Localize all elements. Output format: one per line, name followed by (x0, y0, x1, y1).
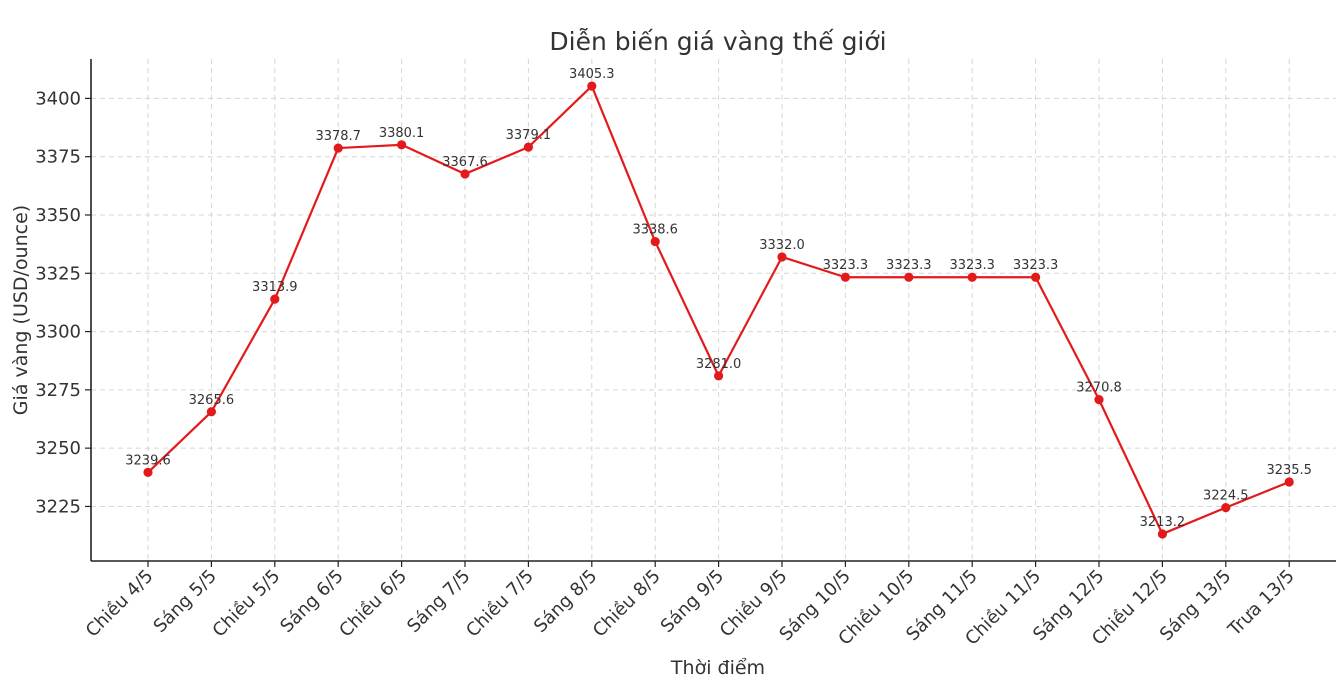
grid (91, 59, 1336, 561)
data-point (270, 294, 280, 304)
data-point (1094, 395, 1104, 405)
data-label: 3405.3 (569, 67, 615, 82)
data-point (714, 371, 724, 381)
data-label: 3379.1 (506, 128, 552, 143)
data-label: 3323.3 (886, 258, 932, 273)
y-tick-label: 3325 (35, 263, 81, 284)
data-label: 3378.7 (315, 129, 361, 144)
data-label: 3332.0 (759, 238, 805, 253)
y-tick-label: 3250 (35, 438, 81, 459)
data-label: 3313.9 (252, 280, 298, 295)
data-point (967, 272, 977, 282)
data-point (143, 467, 153, 477)
data-point (206, 407, 216, 417)
data-point (397, 140, 407, 150)
data-point (1157, 529, 1167, 539)
chart-title: Diễn biến giá vàng thế giới (549, 27, 886, 56)
x-axis-label: Thời điểm (670, 657, 765, 679)
data-point (460, 169, 470, 179)
data-label: 3338.6 (632, 223, 678, 238)
y-tick-label: 3375 (35, 147, 81, 168)
y-tick-label: 3275 (35, 380, 81, 401)
series (143, 81, 1294, 539)
data-point (904, 272, 914, 282)
data-point (523, 142, 534, 152)
data-label: 3323.3 (1013, 258, 1059, 273)
data-label: 3235.5 (1266, 463, 1312, 478)
data-label: 3281.0 (696, 357, 742, 372)
x-tick-label: Chiều 7/5 (462, 566, 538, 642)
x-tick-label: Chiều 4/5 (82, 566, 158, 642)
data-point (650, 236, 660, 247)
y-tick-label: 3350 (35, 205, 81, 226)
data-point (840, 272, 851, 282)
data-point (1031, 272, 1041, 282)
data-point (1221, 503, 1231, 513)
data-point (777, 252, 787, 262)
y-tick-label: 3225 (35, 496, 81, 517)
data-label: 3265.6 (189, 393, 235, 408)
y-axis-label: Giá vàng (USD/ounce) (10, 205, 32, 415)
data-labels: 3239.6 3265.6 3313.9 3378.7 3380.1 3367.6 3379… (125, 67, 1312, 530)
y-tick-label: 3300 (35, 322, 81, 343)
data-point (1284, 477, 1294, 487)
data-label: 3224.5 (1203, 489, 1249, 504)
data-label: 3270.8 (1076, 381, 1122, 396)
x-tick-label: Chiều 8/5 (589, 566, 665, 642)
data-label: 3367.6 (442, 155, 488, 170)
data-label: 3239.6 (125, 453, 171, 468)
data-label: 3380.1 (379, 126, 425, 141)
data-point (587, 81, 597, 91)
y-ticks: 3225 3250 3275 3300 3325 3350 3375 3400 (35, 88, 91, 517)
y-tick-label: 3400 (35, 88, 81, 109)
x-tick-label: Chiều 6/5 (335, 566, 411, 642)
x-tick-label: Chiều 5/5 (209, 566, 285, 642)
data-label: 3213.2 (1140, 515, 1186, 530)
data-point (333, 143, 343, 153)
axes (90, 59, 1336, 562)
data-label: 3323.3 (949, 258, 995, 273)
x-tick-label: Trưa 13/5 (1224, 566, 1299, 641)
data-label: 3323.3 (823, 258, 869, 273)
